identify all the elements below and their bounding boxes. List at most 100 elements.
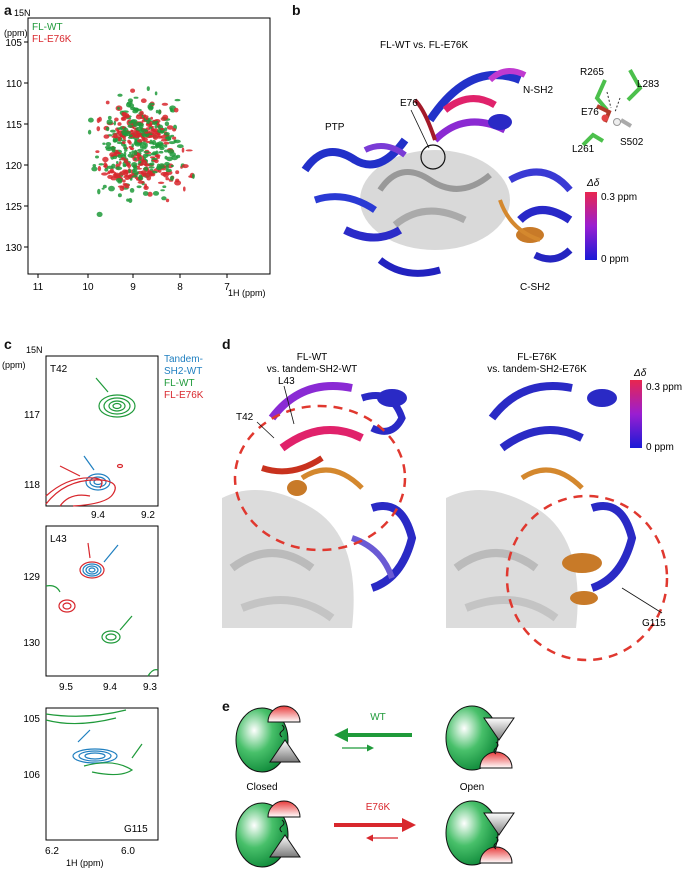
spectrum-peak — [116, 161, 119, 164]
spectrum-peak — [103, 134, 110, 139]
wt-closed-state — [235, 705, 301, 773]
sub3-x-tick: 6.2 — [45, 846, 59, 857]
y-tick: 130 — [5, 243, 22, 254]
spectrum-peak — [136, 185, 142, 189]
spectrum-peak — [145, 140, 151, 144]
label-l283: L283 — [637, 79, 660, 90]
d-scale-min: 0 ppm — [646, 442, 674, 453]
spectrum-peak — [165, 177, 170, 181]
spectrum-peak — [142, 191, 149, 196]
e76-circle — [420, 144, 446, 170]
spectrum-peak — [139, 156, 142, 160]
spectrum-peak — [88, 117, 94, 123]
spectrum-peak — [142, 137, 148, 142]
spectrum-peak — [157, 181, 165, 184]
spectrum-peak — [151, 157, 158, 160]
spectrum-peak — [126, 131, 131, 135]
spectrum-peak — [155, 109, 159, 114]
spectrum-peak — [150, 128, 156, 133]
spectrum-peak — [185, 149, 193, 152]
spectrum-peak — [159, 146, 165, 151]
spectrum-peak — [137, 175, 144, 181]
spectrum-peak — [170, 164, 174, 168]
spectrum-peak — [92, 164, 97, 168]
spectrum-peak — [101, 187, 105, 190]
spectrum-peak — [152, 121, 157, 126]
legend-fl-e76k: FL-E76K — [32, 34, 72, 45]
sub2-contours — [45, 561, 159, 677]
protein-core — [360, 150, 510, 250]
spectrum-peak — [148, 166, 155, 169]
left-dash-circle — [233, 404, 407, 552]
spectrum-peak — [124, 148, 128, 152]
sub1-y-tick: 118 — [24, 480, 40, 491]
x-axis-ticks: 11 10 9 8 7 — [33, 274, 230, 293]
spectrum-peak — [161, 102, 169, 106]
spectrum-peak — [152, 134, 159, 140]
c-y-axis-label: 15N — [26, 345, 43, 355]
spectrum-peak — [130, 147, 133, 150]
sub3-y-tick: 105 — [23, 714, 40, 725]
spectrum-peak — [164, 149, 169, 153]
spectrum-peak — [115, 166, 123, 171]
spectrum-frame — [27, 17, 271, 275]
x-tick: 8 — [177, 282, 183, 293]
spectrum-peak — [120, 116, 125, 121]
label-e76-inset: E76 — [581, 107, 599, 118]
spectrum-peak — [157, 129, 162, 133]
spectrum-peak — [95, 155, 99, 159]
spectrum-peak — [87, 129, 92, 135]
spectrum-peak — [165, 168, 172, 173]
spectrum-peak — [152, 191, 160, 196]
sub3-y-tick: 106 — [23, 770, 40, 781]
spectrum-peak — [160, 138, 168, 142]
y-tick: 105 — [5, 38, 22, 49]
spectrum-peak — [188, 175, 193, 178]
spectrum-peak — [137, 148, 144, 152]
wt-open-state — [445, 705, 515, 771]
sub2-frame — [45, 525, 159, 677]
spectrum-peak — [117, 193, 122, 198]
residue-inset: R265 L283 E76 L261 S502 — [572, 67, 660, 155]
mut-label: E76K — [366, 802, 391, 813]
spectrum-peak — [147, 191, 153, 197]
spectrum-peak — [151, 139, 157, 146]
mut-closed-state — [235, 800, 301, 868]
sub1-x-tick: 9.2 — [141, 510, 155, 521]
spectrum-peak — [127, 153, 135, 158]
scale-min: 0 ppm — [601, 254, 629, 265]
sub3-residue: G115 — [124, 824, 148, 835]
spectrum-peak — [164, 121, 170, 127]
spectrum-peak — [131, 143, 134, 148]
scale-max: 0.3 ppm — [601, 192, 637, 203]
spectrum-peak — [139, 110, 144, 116]
y-tick: 120 — [5, 161, 22, 172]
spectrum-peak — [156, 135, 163, 139]
spectrum-peak — [137, 180, 145, 184]
spectrum-peak — [124, 177, 130, 180]
spectrum-peak — [132, 109, 139, 114]
spectrum-peak — [97, 165, 102, 172]
label-s502: S502 — [620, 137, 644, 148]
sub3-contours — [45, 709, 134, 776]
spectrum-peak — [136, 167, 142, 170]
spectrum-peak — [117, 154, 123, 159]
spectrum-peak — [145, 117, 149, 120]
spectrum-peak — [146, 86, 150, 91]
spectrum-peak — [137, 133, 141, 138]
spectrum-peak — [119, 161, 122, 165]
spectrum-peak — [162, 185, 167, 188]
spectrum-peak — [104, 145, 112, 150]
spectrum-peak — [169, 107, 173, 113]
c-x-axis-label: 1H (ppm) — [66, 858, 104, 868]
spectrum-peak — [102, 142, 106, 145]
spectrum-peak — [102, 184, 107, 189]
spectrum-peak — [160, 189, 165, 192]
spectrum-peak — [117, 93, 123, 97]
legend-fl-e76k: FL-E76K — [164, 390, 204, 401]
spectrum-peak — [158, 150, 164, 154]
spectrum-peak — [142, 153, 149, 159]
spectrum-peak — [121, 141, 126, 145]
sub2-x-tick: 9.3 — [143, 682, 157, 693]
spectrum-peak — [147, 134, 154, 138]
